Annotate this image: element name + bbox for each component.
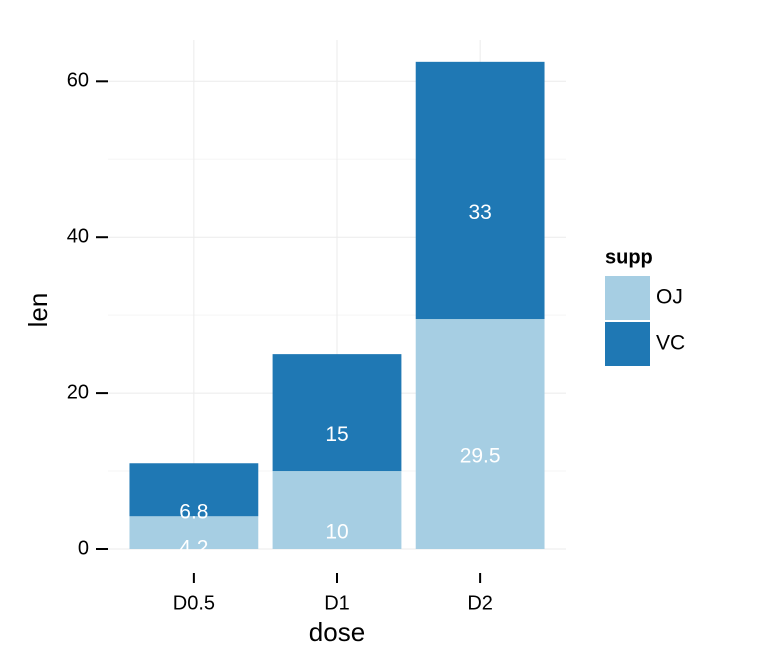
y-tick-label: 40	[67, 225, 89, 247]
value-label: 29.5	[460, 445, 501, 468]
bar-segment	[129, 463, 259, 517]
x-tick-label: D1	[324, 592, 350, 614]
y-tick-label: 0	[78, 537, 89, 559]
x-tick-label: D0.5	[173, 592, 215, 614]
x-tick-label: D2	[467, 592, 493, 614]
legend-key	[605, 322, 650, 366]
legend-label: VC	[656, 332, 685, 355]
y-tick-label: 60	[67, 70, 89, 92]
legend-key	[605, 276, 650, 320]
y-axis-title: len	[23, 293, 53, 328]
legend-title: supp	[605, 246, 653, 268]
bar-segment	[272, 354, 402, 472]
x-axis-title: dose	[309, 617, 365, 647]
value-label: 33	[468, 201, 491, 224]
bar-segment	[272, 471, 402, 549]
y-tick-label: 20	[67, 381, 89, 403]
legend-label: OJ	[656, 286, 683, 309]
value-label: 10	[325, 521, 348, 544]
value-label: 15	[325, 423, 348, 446]
value-label: 6.8	[179, 500, 208, 523]
bar-segment	[415, 61, 545, 320]
value-label: 4.2	[179, 537, 208, 560]
bar-segment	[129, 516, 259, 549]
bar-segment	[415, 319, 545, 549]
